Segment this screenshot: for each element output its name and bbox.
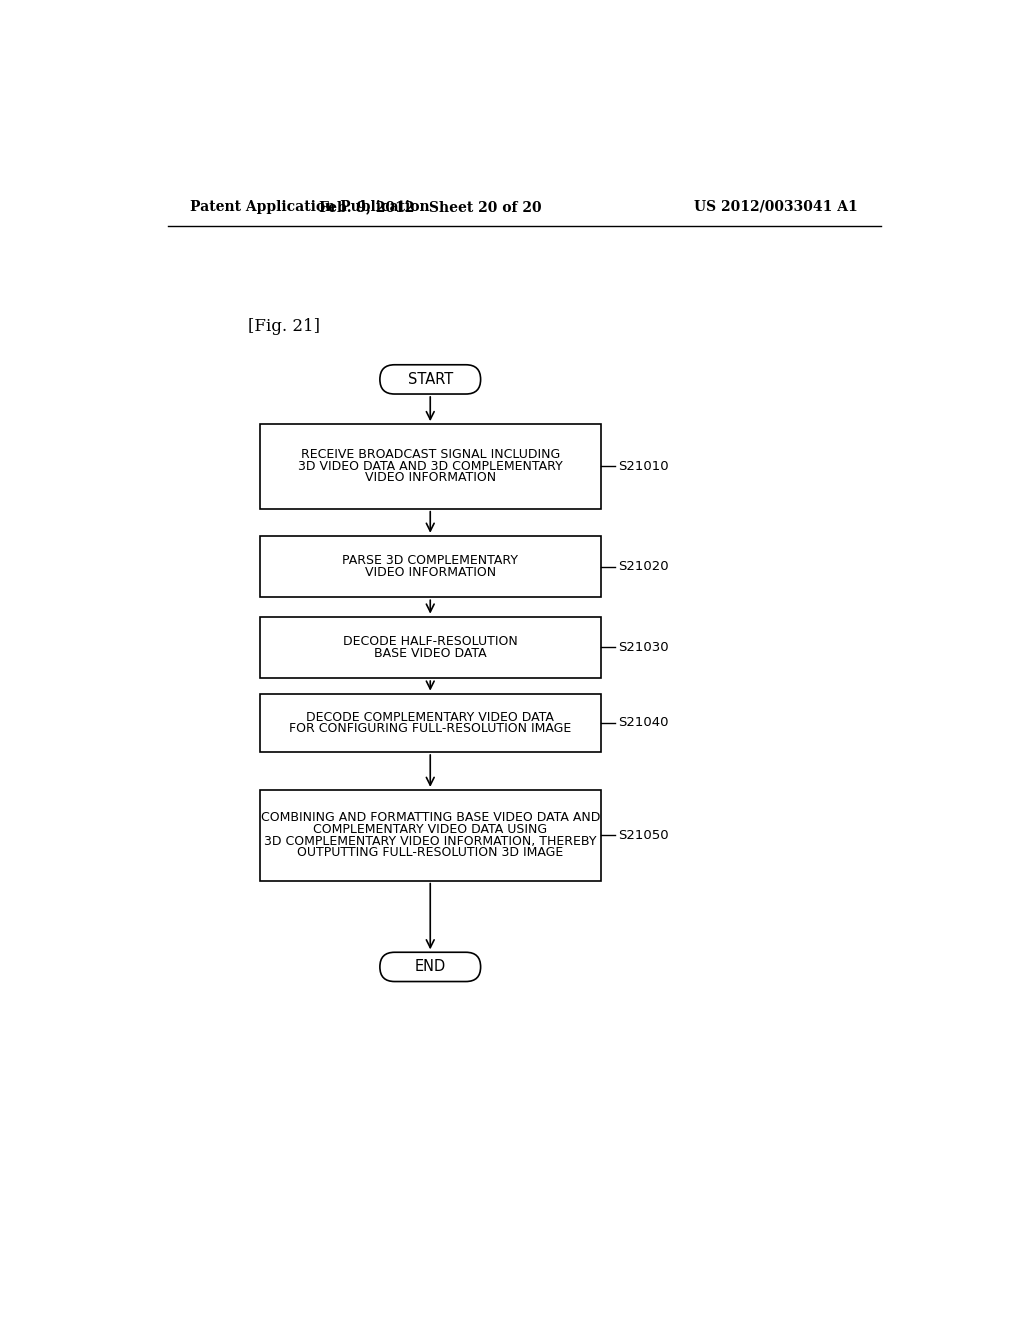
Text: VIDEO INFORMATION: VIDEO INFORMATION [365,566,496,578]
Text: END: END [415,960,445,974]
Text: S21050: S21050 [618,829,670,842]
Text: S21040: S21040 [618,717,669,730]
Text: US 2012/0033041 A1: US 2012/0033041 A1 [693,199,857,214]
FancyBboxPatch shape [380,364,480,395]
Bar [260,616,601,678]
Text: S21020: S21020 [618,560,670,573]
Text: RECEIVE BROADCAST SIGNAL INCLUDING: RECEIVE BROADCAST SIGNAL INCLUDING [301,449,560,462]
Text: 3D VIDEO DATA AND 3D COMPLEMENTARY: 3D VIDEO DATA AND 3D COMPLEMENTARY [298,459,562,473]
Text: DECODE COMPLEMENTARY VIDEO DATA: DECODE COMPLEMENTARY VIDEO DATA [306,710,554,723]
Bar [260,536,601,597]
FancyBboxPatch shape [380,952,480,982]
Text: COMPLEMENTARY VIDEO DATA USING: COMPLEMENTARY VIDEO DATA USING [313,822,547,836]
Text: DECODE HALF-RESOLUTION: DECODE HALF-RESOLUTION [343,635,517,648]
Bar [260,693,601,752]
Text: S21030: S21030 [618,640,670,653]
Bar [260,424,601,508]
Text: PARSE 3D COMPLEMENTARY: PARSE 3D COMPLEMENTARY [342,554,518,568]
Text: Patent Application Publication: Patent Application Publication [190,199,430,214]
Text: VIDEO INFORMATION: VIDEO INFORMATION [365,471,496,484]
Text: COMBINING AND FORMATTING BASE VIDEO DATA AND: COMBINING AND FORMATTING BASE VIDEO DATA… [260,812,600,825]
Text: [Fig. 21]: [Fig. 21] [248,318,321,335]
Text: S21010: S21010 [618,459,670,473]
Text: 3D COMPLEMENTARY VIDEO INFORMATION, THEREBY: 3D COMPLEMENTARY VIDEO INFORMATION, THER… [264,834,597,847]
Text: Feb. 9, 2012   Sheet 20 of 20: Feb. 9, 2012 Sheet 20 of 20 [318,199,542,214]
Text: START: START [408,372,453,387]
Bar [260,789,601,880]
Text: FOR CONFIGURING FULL-RESOLUTION IMAGE: FOR CONFIGURING FULL-RESOLUTION IMAGE [289,722,571,735]
Text: OUTPUTTING FULL-RESOLUTION 3D IMAGE: OUTPUTTING FULL-RESOLUTION 3D IMAGE [297,846,563,859]
Text: BASE VIDEO DATA: BASE VIDEO DATA [374,647,486,660]
